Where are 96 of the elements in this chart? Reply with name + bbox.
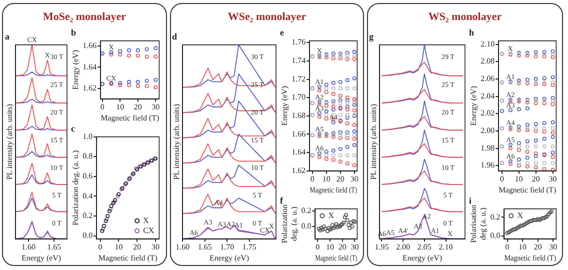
y-tick-label: 2.00 <box>480 126 495 136</box>
x-tick-label: 0 <box>310 174 314 184</box>
x-tick-label: 20 <box>532 174 540 184</box>
x-tick-label: 30 <box>152 102 160 112</box>
chart-title: b <box>71 28 76 38</box>
chart-title: h <box>469 28 474 38</box>
y-tick-label: 1.96 <box>480 160 495 170</box>
y-tick-label: 1.0 <box>82 132 93 141</box>
chart-subtitle: d <box>172 32 178 42</box>
y-axis-title: Energy (eV) <box>70 50 80 90</box>
x-tick-label: 0 <box>505 242 510 252</box>
x-tick-label: 0 <box>316 242 320 252</box>
y-tick-label: 1.72 <box>292 74 306 84</box>
y-tick-label: 2.04 <box>480 91 495 100</box>
x-tick-label: 10 <box>518 242 527 252</box>
y-tick-label: 0.2 <box>82 211 93 220</box>
x-tick-label: 20 <box>133 242 142 252</box>
y-tick-label: 1.98 <box>480 143 495 152</box>
x-axis-title: Energy (eV) <box>21 253 62 262</box>
x-tick-label: 30 <box>152 242 160 252</box>
x-tick-label: 0 <box>98 242 102 252</box>
y-tick-label: 1.66 <box>292 129 306 138</box>
x-axis-title: Magnetic field (T) <box>504 252 557 262</box>
y-tick-label: 1.62 <box>292 166 306 175</box>
y-tick-label: 0.6 <box>82 172 93 181</box>
y-tick-label: 1.74 <box>292 56 306 66</box>
x-tick-label: 2.10 <box>438 242 453 252</box>
y-tick-label: 1.64 <box>292 148 306 157</box>
y-tick-label: 1.66 <box>82 41 97 50</box>
x-tick-label: 1.60 <box>21 242 36 252</box>
x-tick-label: 20 <box>336 174 344 184</box>
x-tick-label: 10 <box>326 242 334 252</box>
x-tick-label: 10 <box>114 242 123 252</box>
y-axis-title: Energy (eV) <box>280 86 289 126</box>
chart-subtitle: g <box>369 32 374 42</box>
chart-title: WS₂ monolayer <box>427 11 503 24</box>
chart-title: e <box>280 28 284 38</box>
legend-label: CX <box>143 226 154 235</box>
x-tick-label: 30 <box>350 242 359 252</box>
x-tick-label: 30 <box>548 174 557 184</box>
y-tick-label: 0.0 <box>301 222 312 231</box>
y-tick-label: 0.0 <box>82 230 93 240</box>
y-tick-label: 1.62 <box>82 83 97 92</box>
x-tick-label: 20 <box>338 242 346 252</box>
x-axis-title: Energy (eV) <box>402 253 442 262</box>
x-tick-label: 1.70 <box>220 242 234 252</box>
x-axis-title: Magnetic field (T) <box>498 185 557 194</box>
x-tick-label: 20 <box>134 102 142 112</box>
x-axis-title: Magnetic field (T) <box>100 113 160 122</box>
legend-label: X <box>517 210 524 220</box>
x-tick-label: 30 <box>350 174 358 184</box>
y-tick-label: 2.06 <box>480 74 495 84</box>
x-tick-label: 1.75 <box>242 242 256 252</box>
chart-title: f <box>280 196 284 206</box>
y-axis-title: PL intensity (arb. units) <box>172 104 181 180</box>
y-tick-label: 1.76 <box>292 38 306 47</box>
legend-label: X <box>328 210 334 220</box>
x-tick-label: 1.65 <box>198 242 212 252</box>
y-tick-label: 1.64 <box>82 62 97 72</box>
chart-title: WSe₂ monolayer <box>226 11 308 24</box>
chart-subtitle: a <box>5 32 10 42</box>
y-tick-label: 0.4 <box>82 191 93 200</box>
y-tick-label: 0.8 <box>82 152 93 161</box>
y-tick-label: 2.08 <box>480 56 495 66</box>
x-axis-title: Magnetic field (T) <box>98 253 158 262</box>
x-tick-label: 30 <box>549 242 558 252</box>
chart-title: c <box>71 124 75 134</box>
chart-title: i <box>469 196 472 206</box>
x-tick-label: 1.95 <box>374 242 389 252</box>
y-tick-label: 2.02 <box>480 108 495 118</box>
y-tick-label: 0.2 <box>490 212 500 222</box>
legend-label: X <box>143 216 150 225</box>
x-tick-label: 1.65 <box>47 242 62 252</box>
x-tick-label: 1.60 <box>176 242 190 252</box>
y-axis-title: Energy (eV) <box>468 86 478 126</box>
x-axis-title: Energy (eV) <box>209 253 250 262</box>
x-tick-label: 2.00 <box>396 242 410 252</box>
y-axis-title: Polarisation deg (a. u.) <box>468 204 488 243</box>
x-tick-label: 10 <box>322 174 330 184</box>
x-tick-label: 0 <box>100 102 104 112</box>
x-tick-label: 2.05 <box>417 242 432 252</box>
y-tick-label: 0.0 <box>490 231 500 240</box>
y-axis-title: PL intensity (arb. units) <box>368 104 378 180</box>
chart-title: MoSe₂ monolayer <box>42 11 128 24</box>
x-tick-label: 10 <box>514 174 523 184</box>
y-tick-label: 1.68 <box>292 110 306 120</box>
y-axis-title: Polarization deg. (a. u.) <box>280 204 298 244</box>
x-axis-title: Magnetic field (T) <box>315 253 358 263</box>
y-tick-label: 2.10 <box>480 39 495 48</box>
y-axis-title: PL intensity (arb. units) <box>4 104 14 180</box>
y-axis-title: Polarization deg. (a. u.) <box>70 150 80 226</box>
x-tick-label: 0 <box>500 174 504 184</box>
y-tick-label: 1.70 <box>292 92 306 102</box>
x-tick-label: 10 <box>116 102 124 112</box>
x-tick-label: 20 <box>534 242 542 252</box>
y-tick-label: 0.2 <box>301 206 312 216</box>
